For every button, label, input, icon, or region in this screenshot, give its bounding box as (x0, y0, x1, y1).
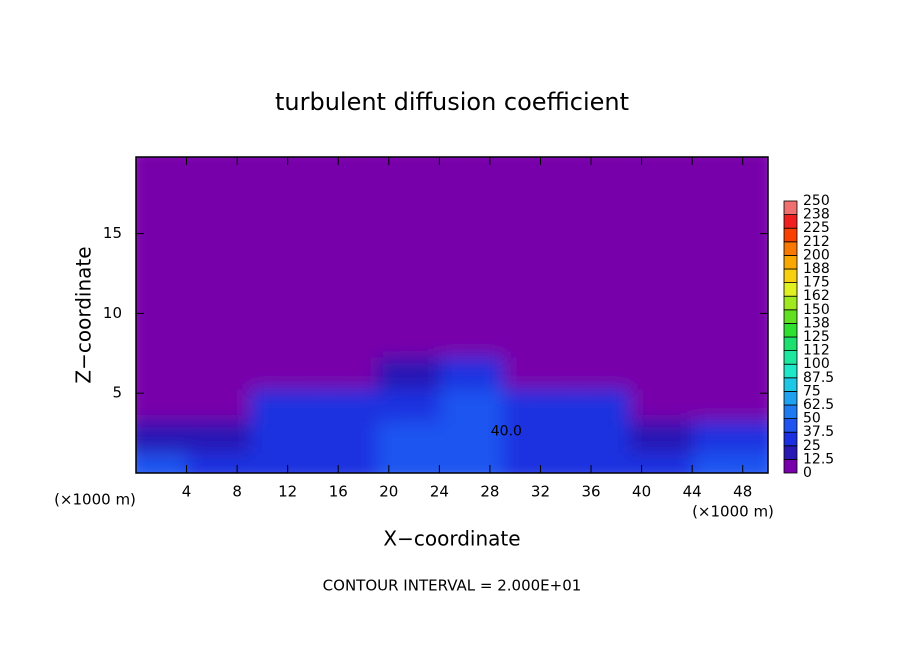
x-axis-label: X−coordinate (383, 527, 520, 551)
y-unit: (×1000 m) (54, 491, 136, 509)
colorbar-label: 238 (803, 207, 830, 223)
field-cells (136, 157, 768, 473)
x-tick-label: 48 (733, 483, 752, 501)
chart-title: turbulent diffusion coefficient (275, 88, 629, 116)
colorbar-label: 100 (803, 356, 830, 372)
colorbar-label: 200 (803, 247, 830, 263)
x-tick-label: 44 (683, 483, 702, 501)
colorbar-swatch (783, 214, 798, 229)
colorbar-label: 225 (803, 220, 830, 236)
y-tick-label: 15 (103, 224, 122, 242)
x-tick-label: 36 (581, 483, 600, 501)
colorbar-label: 37.5 (803, 424, 834, 440)
y-tick-label: 10 (103, 304, 122, 322)
colorbar-label: 188 (803, 261, 830, 277)
x-tick-label: 28 (480, 483, 499, 501)
colorbar-swatch (783, 322, 798, 338)
colorbar-label: 25 (803, 438, 821, 454)
colorbar-label: 125 (803, 329, 830, 345)
x-tick-label: 4 (182, 483, 192, 501)
x-tick-label: 40 (632, 483, 651, 501)
colorbar-label: 162 (803, 288, 830, 304)
colorbar-swatch (783, 336, 798, 352)
colorbar-swatch (783, 268, 798, 284)
x-tick-label: 16 (329, 483, 348, 501)
colorbar-label: 212 (803, 234, 830, 250)
x-tick-label: 32 (531, 483, 550, 501)
colorbar-swatch (783, 404, 798, 420)
contour-label: 40.0 (491, 424, 522, 440)
colorbar-swatch (783, 445, 798, 460)
x-tick-label: 20 (379, 483, 398, 501)
colorbar-swatch (783, 254, 798, 270)
colorbar-label: 150 (803, 302, 830, 318)
colorbar-swatch (783, 227, 798, 243)
colorbar-label: 12.5 (803, 451, 834, 467)
y-axis-label: Z−coordinate (72, 246, 96, 383)
x-tick-label: 12 (278, 483, 297, 501)
colorbar-label: 175 (803, 275, 830, 291)
colorbar-label: 250 (803, 193, 830, 209)
colorbar-label: 112 (803, 343, 830, 359)
colorbar-label: 87.5 (803, 370, 834, 386)
colorbar-label: 50 (803, 411, 821, 427)
x-tick-label: 8 (232, 483, 242, 501)
colorbar-label: 75 (803, 383, 821, 399)
x-tick-label: 24 (430, 483, 449, 501)
footnote: CONTOUR INTERVAL = 2.000E+01 (323, 577, 582, 595)
field-cell (692, 157, 768, 198)
colorbar-swatch (783, 200, 798, 216)
colorbar-swatch (783, 295, 798, 311)
colorbar-swatch (783, 390, 798, 406)
colorbar-swatch (783, 363, 798, 379)
colorbar-label: 0 (803, 465, 812, 481)
colorbar-swatch (783, 350, 798, 365)
colorbar-label: 138 (803, 315, 830, 331)
plot-frame (135, 156, 769, 474)
colorbar-swatch (783, 458, 798, 474)
colorbar-label: 62.5 (803, 397, 834, 413)
colorbar-swatch (783, 377, 798, 392)
colorbar-swatch (783, 309, 798, 324)
colorbar-swatch (783, 282, 798, 297)
y-tick-label: 5 (112, 384, 122, 402)
field (136, 157, 768, 473)
colorbar-swatch (783, 431, 798, 447)
colorbar-swatch (783, 241, 798, 256)
colorbar-swatch (783, 418, 798, 433)
x-unit: (×1000 m) (692, 503, 774, 521)
